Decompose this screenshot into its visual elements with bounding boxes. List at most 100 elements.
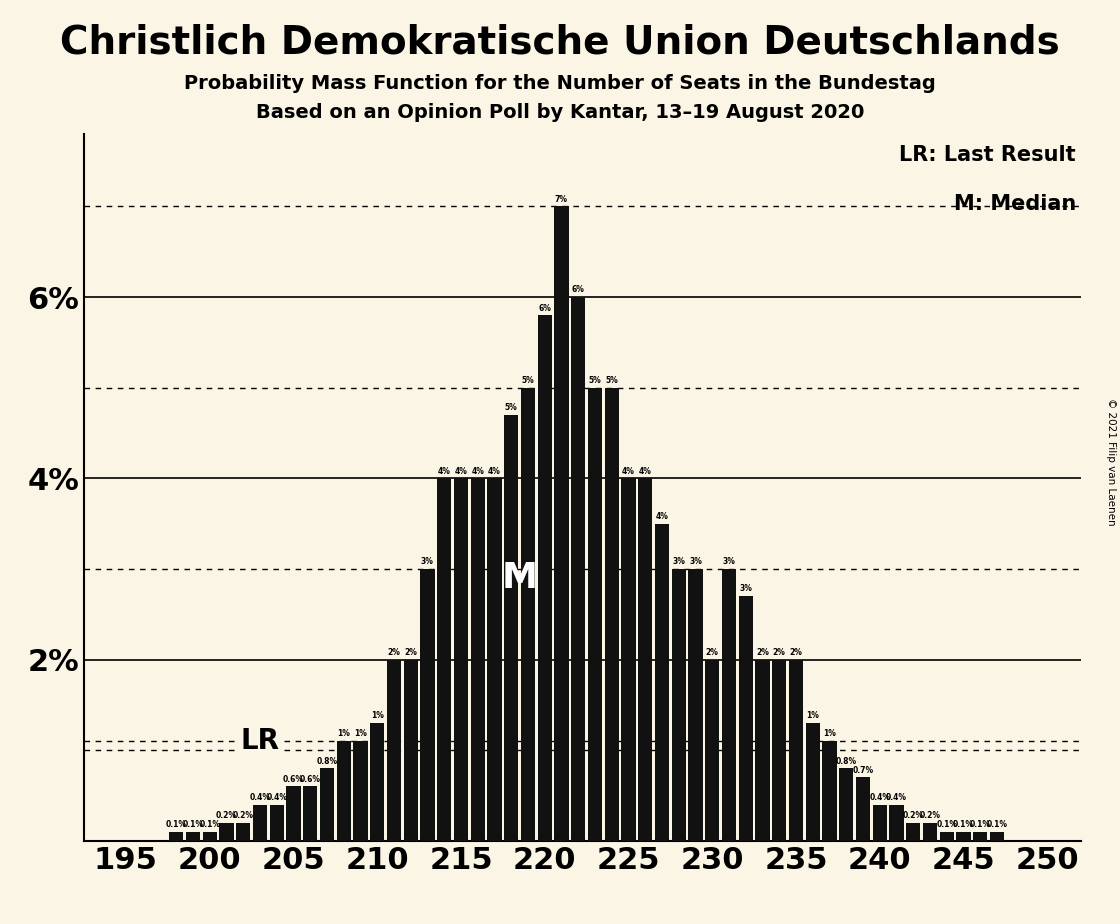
Text: 0.1%: 0.1% xyxy=(183,821,204,829)
Bar xyxy=(856,777,870,841)
Bar xyxy=(521,388,535,841)
Text: 0.4%: 0.4% xyxy=(267,793,287,802)
Text: 0.1%: 0.1% xyxy=(199,821,221,829)
Bar xyxy=(622,479,635,841)
Bar xyxy=(805,723,820,841)
Bar xyxy=(571,298,586,841)
Text: LR: Last Result: LR: Last Result xyxy=(899,144,1076,164)
Bar xyxy=(706,660,719,841)
Text: M: Median: M: Median xyxy=(953,194,1076,214)
Text: M: M xyxy=(502,561,538,595)
Bar xyxy=(287,786,300,841)
Bar xyxy=(169,832,184,841)
Text: 5%: 5% xyxy=(522,376,534,385)
Text: 3%: 3% xyxy=(421,557,433,566)
Text: 0.4%: 0.4% xyxy=(869,793,890,802)
Bar xyxy=(554,206,569,841)
Bar xyxy=(605,388,619,841)
Text: 1%: 1% xyxy=(354,729,367,738)
Bar xyxy=(420,569,435,841)
Text: 0.4%: 0.4% xyxy=(250,793,270,802)
Bar xyxy=(906,822,921,841)
Bar xyxy=(990,832,1005,841)
Bar xyxy=(638,479,652,841)
Text: LR: LR xyxy=(241,727,279,755)
Text: 0.7%: 0.7% xyxy=(852,766,874,774)
Text: 4%: 4% xyxy=(455,467,467,476)
Text: 2%: 2% xyxy=(706,648,719,657)
Text: 2%: 2% xyxy=(790,648,802,657)
Bar xyxy=(454,479,468,841)
Text: 0.2%: 0.2% xyxy=(920,811,941,820)
Text: 3%: 3% xyxy=(672,557,685,566)
Text: 3%: 3% xyxy=(739,585,753,593)
Bar xyxy=(822,741,837,841)
Text: 1%: 1% xyxy=(823,729,836,738)
Text: 6%: 6% xyxy=(572,286,585,295)
Text: 4%: 4% xyxy=(488,467,501,476)
Bar xyxy=(253,805,267,841)
Text: 5%: 5% xyxy=(589,376,601,385)
Text: 2%: 2% xyxy=(388,648,400,657)
Bar xyxy=(755,660,769,841)
Text: 0.6%: 0.6% xyxy=(300,774,320,784)
Bar xyxy=(923,822,937,841)
Bar xyxy=(470,479,485,841)
Text: 7%: 7% xyxy=(554,195,568,204)
Bar xyxy=(738,596,753,841)
Bar xyxy=(203,832,217,841)
Text: 4%: 4% xyxy=(655,512,669,521)
Bar xyxy=(403,660,418,841)
Text: 0.2%: 0.2% xyxy=(903,811,924,820)
Text: 5%: 5% xyxy=(605,376,618,385)
Text: 4%: 4% xyxy=(472,467,484,476)
Text: 3%: 3% xyxy=(722,557,736,566)
Bar xyxy=(772,660,786,841)
Bar xyxy=(236,822,250,841)
Bar xyxy=(588,388,603,841)
Text: 0.1%: 0.1% xyxy=(166,821,187,829)
Bar xyxy=(386,660,401,841)
Bar xyxy=(689,569,702,841)
Text: 1%: 1% xyxy=(806,711,819,721)
Text: Probability Mass Function for the Number of Seats in the Bundestag: Probability Mass Function for the Number… xyxy=(184,74,936,93)
Text: 4%: 4% xyxy=(438,467,450,476)
Bar xyxy=(672,569,685,841)
Text: 3%: 3% xyxy=(689,557,702,566)
Bar xyxy=(270,805,283,841)
Text: 0.1%: 0.1% xyxy=(953,821,974,829)
Bar xyxy=(504,415,519,841)
Text: 0.1%: 0.1% xyxy=(987,821,1008,829)
Bar xyxy=(839,769,853,841)
Text: Based on an Opinion Poll by Kantar, 13–19 August 2020: Based on an Opinion Poll by Kantar, 13–1… xyxy=(255,103,865,123)
Bar xyxy=(437,479,451,841)
Bar xyxy=(973,832,988,841)
Bar xyxy=(956,832,971,841)
Bar xyxy=(353,741,367,841)
Bar xyxy=(320,769,334,841)
Text: © 2021 Filip van Laenen: © 2021 Filip van Laenen xyxy=(1107,398,1116,526)
Text: 2%: 2% xyxy=(773,648,786,657)
Bar xyxy=(889,805,904,841)
Text: 4%: 4% xyxy=(638,467,652,476)
Bar xyxy=(788,660,803,841)
Text: 2%: 2% xyxy=(756,648,769,657)
Bar xyxy=(722,569,736,841)
Bar xyxy=(370,723,384,841)
Text: 1%: 1% xyxy=(337,729,351,738)
Text: 2%: 2% xyxy=(404,648,417,657)
Text: 1%: 1% xyxy=(371,711,384,721)
Text: 0.2%: 0.2% xyxy=(233,811,253,820)
Bar xyxy=(304,786,317,841)
Bar xyxy=(940,832,954,841)
Bar xyxy=(538,315,552,841)
Text: 0.8%: 0.8% xyxy=(316,757,337,766)
Bar xyxy=(487,479,502,841)
Text: 5%: 5% xyxy=(505,403,517,412)
Text: 4%: 4% xyxy=(622,467,635,476)
Text: 0.1%: 0.1% xyxy=(936,821,958,829)
Bar xyxy=(655,524,669,841)
Text: 0.8%: 0.8% xyxy=(836,757,857,766)
Bar xyxy=(186,832,200,841)
Text: 6%: 6% xyxy=(539,303,551,312)
